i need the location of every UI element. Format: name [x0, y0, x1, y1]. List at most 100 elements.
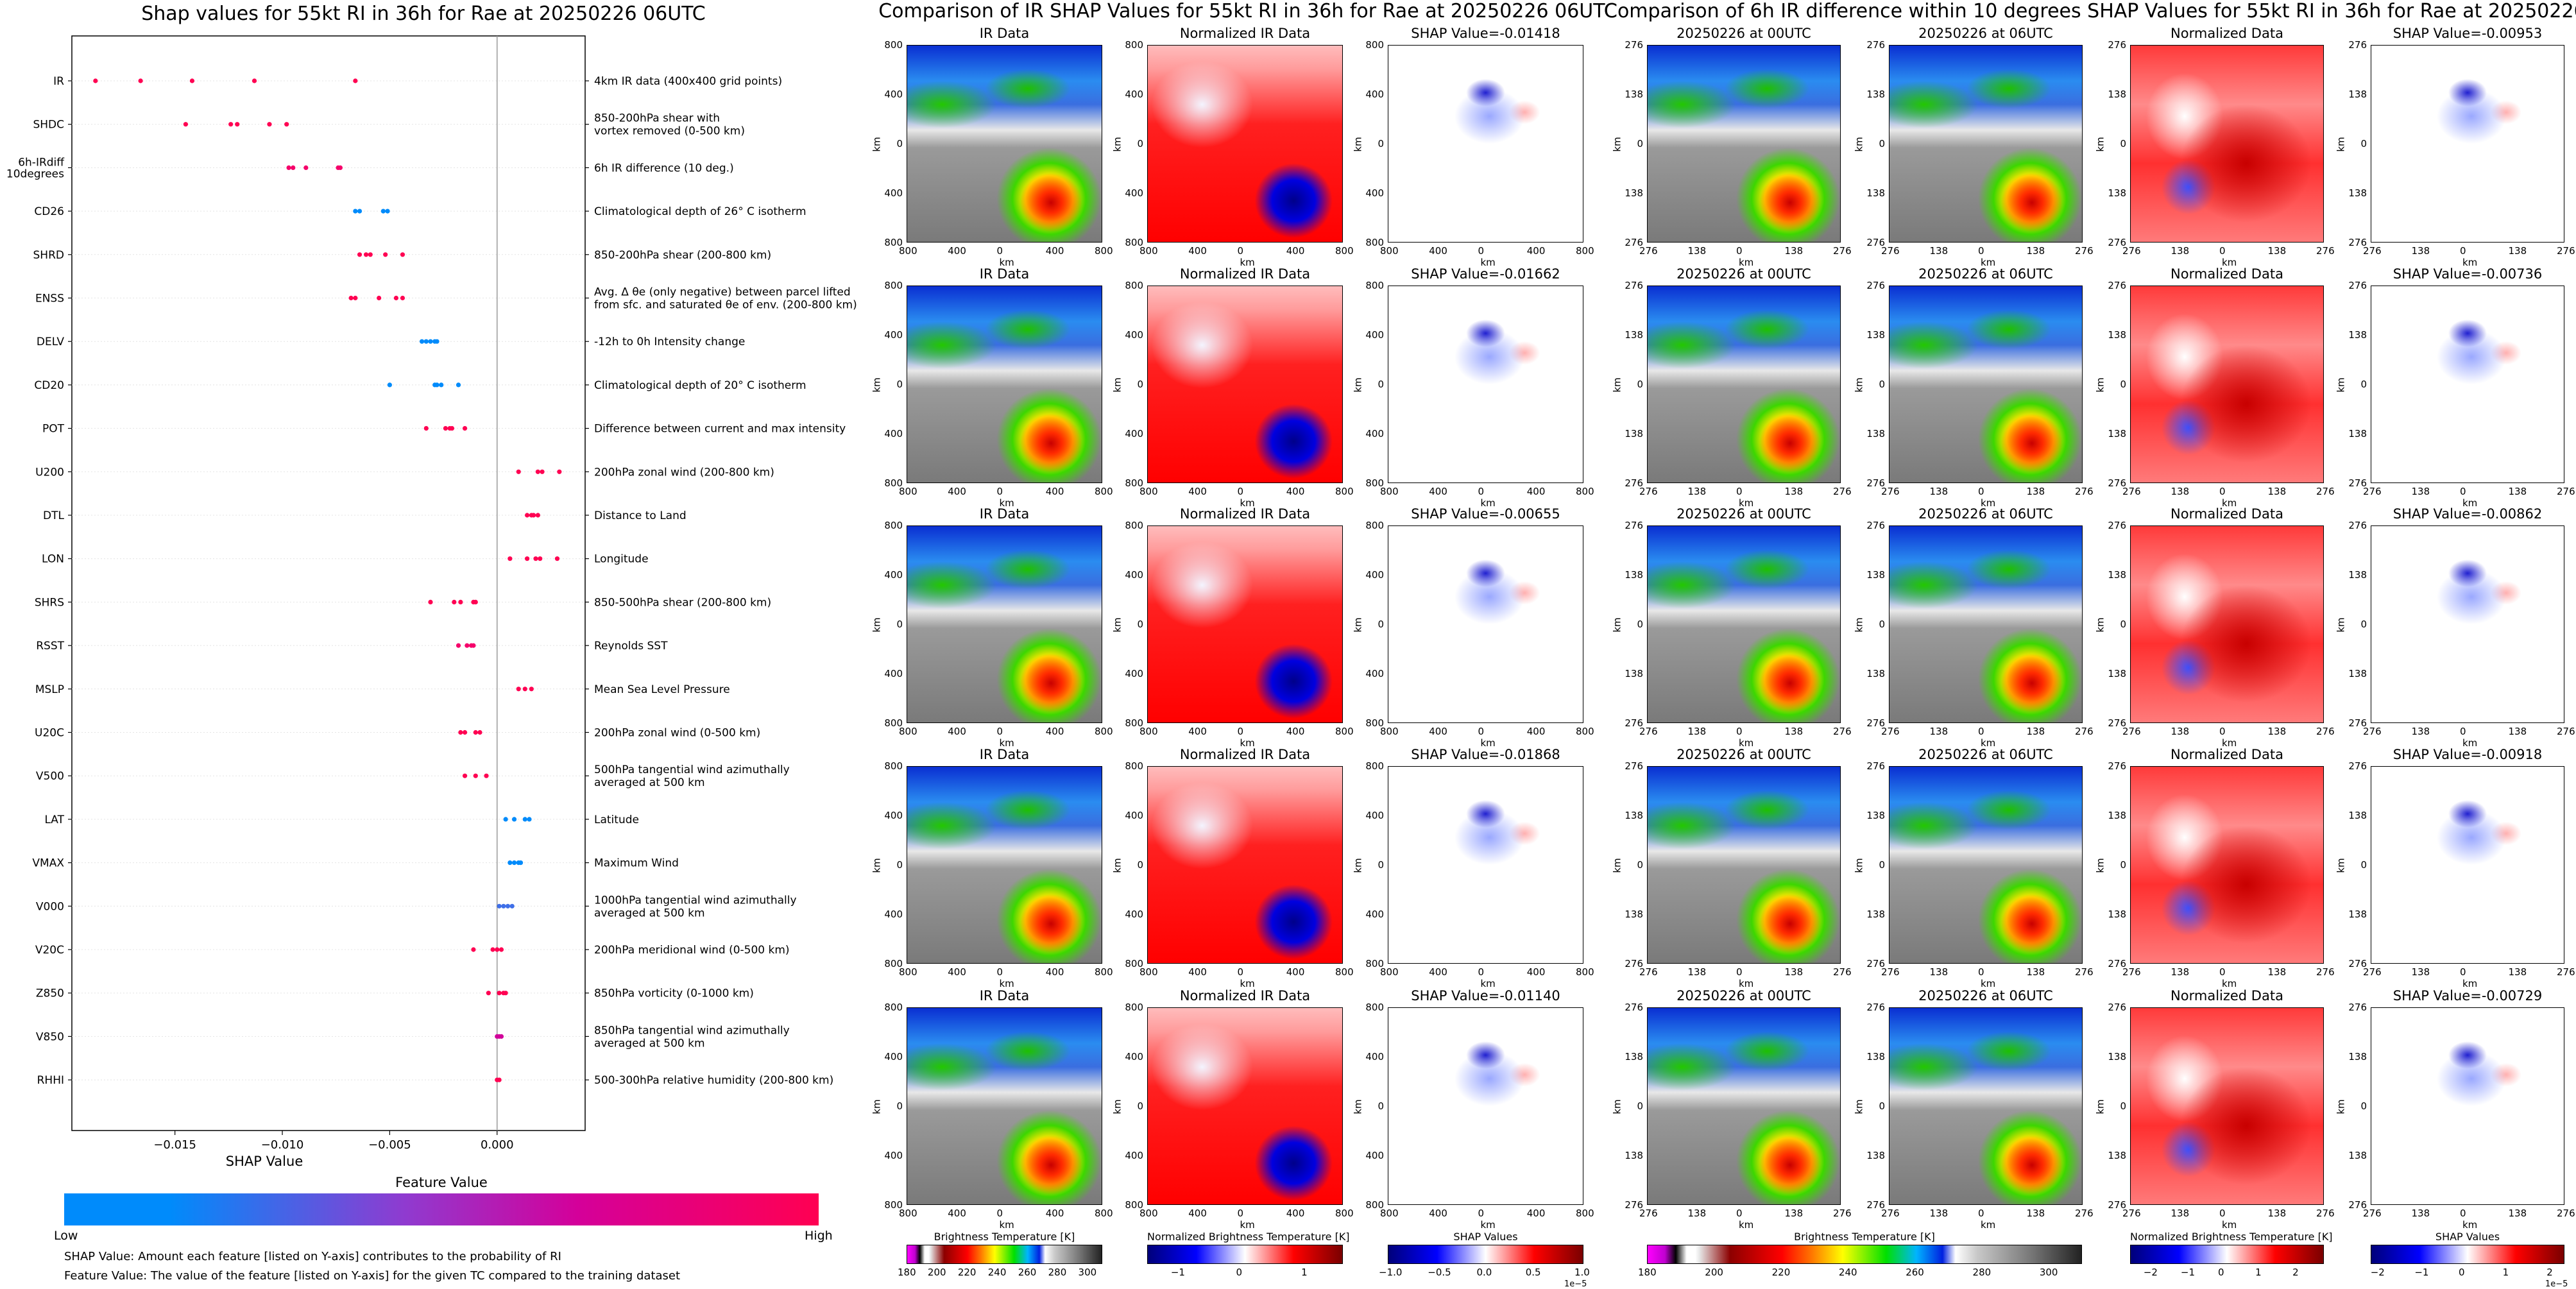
panel-ir-06utc: 20250226 at 06UTC 276 138 0 138 276 276 138 0 138…: [1854, 988, 2094, 1231]
xtick-label: 800: [1139, 1208, 1158, 1219]
xtick-label: 800: [899, 245, 917, 257]
panel-image: [2130, 286, 2324, 483]
x-axis-label: km: [1739, 978, 1754, 989]
ytick-label: 138: [2108, 1051, 2126, 1063]
ytick-label: 400: [1125, 810, 1143, 821]
panel-title: Normalized Data: [2171, 988, 2283, 1003]
ytick-label: 0: [1879, 1100, 1885, 1112]
panel-shap-value: SHAP Value=-0.00655 800 400 0 400 800 800 400 0 4…: [1352, 506, 1594, 749]
xtick-label: 138: [2508, 726, 2527, 737]
panel-image: [907, 286, 1102, 483]
ytick-label: 138: [1625, 187, 1643, 199]
xtick-label: 0: [1978, 726, 1984, 737]
xtick-label: 400: [948, 1208, 966, 1219]
colorbar-tick: 0: [2459, 1267, 2465, 1278]
ytick-label: 138: [1866, 569, 1885, 581]
x-axis-label: SHAP Value: [226, 1154, 303, 1169]
xtick-label: 276: [2075, 245, 2094, 257]
feature-name: RHHI: [37, 1074, 64, 1087]
xtick-label: 800: [1095, 1208, 1113, 1219]
xtick-label: 138: [2026, 966, 2045, 978]
ytick-label: 138: [1866, 909, 1885, 920]
xtick-label: 138: [2267, 1208, 2287, 1219]
ytick-label: 400: [884, 810, 903, 821]
panel-shap-value: SHAP Value=-0.01662 800 400 0 400 800 800 400 0 4…: [1352, 266, 1594, 509]
feature-name: MSLP: [35, 683, 64, 696]
ytick-label: 400: [1125, 1051, 1143, 1063]
shap-point: [473, 599, 478, 605]
panel-ir-00utc: 20250226 at 00UTC 276 138 0 138 276 276 138 0 138…: [1612, 26, 1852, 268]
ytick-label: 276: [2348, 39, 2367, 51]
colorbar-tick: 2: [2546, 1267, 2553, 1278]
ytick-label: 276: [1866, 958, 1885, 969]
xtick-label: 276: [1833, 1208, 1852, 1219]
colorbar-ir: Brightness Temperature [K] 180 200 220 240 26…: [898, 1231, 1102, 1282]
shap-point: [353, 78, 358, 83]
panel-image: [2130, 525, 2324, 723]
ytick-label: 276: [2108, 1199, 2126, 1211]
ytick-label: 800: [1125, 280, 1143, 291]
xtick-label: 138: [2508, 966, 2527, 978]
xtick-label: 138: [1784, 486, 1804, 497]
colorbar-tick: 0.5: [1525, 1267, 1541, 1278]
ytick-label: 138: [1866, 329, 1885, 341]
colorbar-tick: 0: [1236, 1267, 1243, 1278]
colorbar-label: Normalized Brightness Temperature [K]: [2130, 1231, 2333, 1243]
middle-title: Comparison of IR SHAP Values for 55kt RI…: [878, 0, 1617, 22]
ytick-label: 800: [884, 237, 903, 248]
panel-title: Normalized IR Data: [1179, 988, 1311, 1003]
shap-point: [518, 860, 524, 866]
xtick-label: 0: [2219, 726, 2226, 737]
panel-image: [1388, 766, 1583, 964]
ytick-label: 800: [1125, 1199, 1143, 1211]
ytick-label: 138: [1625, 329, 1643, 341]
panel-title: SHAP Value=-0.01868: [1411, 747, 1560, 762]
colorbar-tick: 300: [1078, 1267, 1097, 1278]
xtick-label: 0: [1478, 966, 1485, 978]
ytick-label: 800: [884, 520, 903, 531]
feature-description: 6h IR difference (10 deg.): [594, 162, 734, 175]
ytick-label: 276: [1625, 477, 1643, 489]
xtick-label: 276: [1639, 245, 1658, 257]
panel-image: [2130, 1007, 2324, 1205]
xtick-label: 0: [996, 1208, 1003, 1219]
shap-point: [428, 599, 433, 605]
panel-title: 20250226 at 00UTC: [1676, 506, 1811, 522]
y-axis-label: km: [1853, 1099, 1865, 1114]
colorbar-title: Feature Value: [395, 1175, 488, 1190]
shap-point: [284, 122, 289, 127]
ytick-label: 276: [2108, 717, 2126, 729]
panel-ir-data: IR Data 800 400 0 400 800 800 400 0 400 800 km km: [871, 266, 1113, 509]
ytick-label: 138: [2348, 329, 2367, 341]
xtick-label: 276: [1639, 966, 1658, 978]
feature-name: ENSS: [35, 293, 64, 305]
shap-point: [462, 426, 468, 431]
ytick-label: 0: [2120, 379, 2126, 390]
ytick-label: 800: [1365, 717, 1384, 729]
xtick-label: 138: [1929, 486, 1949, 497]
y-axis-label: km: [1853, 137, 1865, 152]
feature-description: -12h to 0h Intensity change: [594, 336, 745, 348]
ytick-label: 400: [1365, 569, 1384, 581]
ytick-label: 276: [2348, 1199, 2367, 1211]
xtick-label: 800: [1335, 1208, 1354, 1219]
panel-ir-06utc: 20250226 at 06UTC 276 138 0 138 276 276 138 0 138…: [1854, 26, 2094, 268]
xtick-label: 0: [1237, 245, 1244, 257]
colorbar-gradient: [1147, 1245, 1343, 1264]
panel-image: [1889, 1007, 2083, 1205]
shap-point: [516, 469, 521, 474]
feature-description: 850hPa tangential wind azimuthally averag…: [594, 1024, 790, 1050]
xtick-label: 800: [1139, 245, 1158, 257]
xtick-label: 400: [1526, 1208, 1546, 1219]
xtick-label: 800: [1335, 726, 1354, 737]
shap-point: [449, 426, 455, 431]
ytick-label: 138: [1866, 668, 1885, 679]
feature-description: 1000hPa tangential wind azimuthally avera…: [594, 894, 797, 919]
xtick-label: 400: [1526, 245, 1546, 257]
xtick-label: 138: [2026, 1208, 2045, 1219]
shap-point: [501, 903, 506, 909]
ytick-label: 0: [1137, 859, 1143, 871]
x-axis-label: km: [2462, 1219, 2478, 1231]
xtick-label: 276: [1881, 966, 1900, 978]
y-axis-label: km: [2335, 617, 2347, 633]
